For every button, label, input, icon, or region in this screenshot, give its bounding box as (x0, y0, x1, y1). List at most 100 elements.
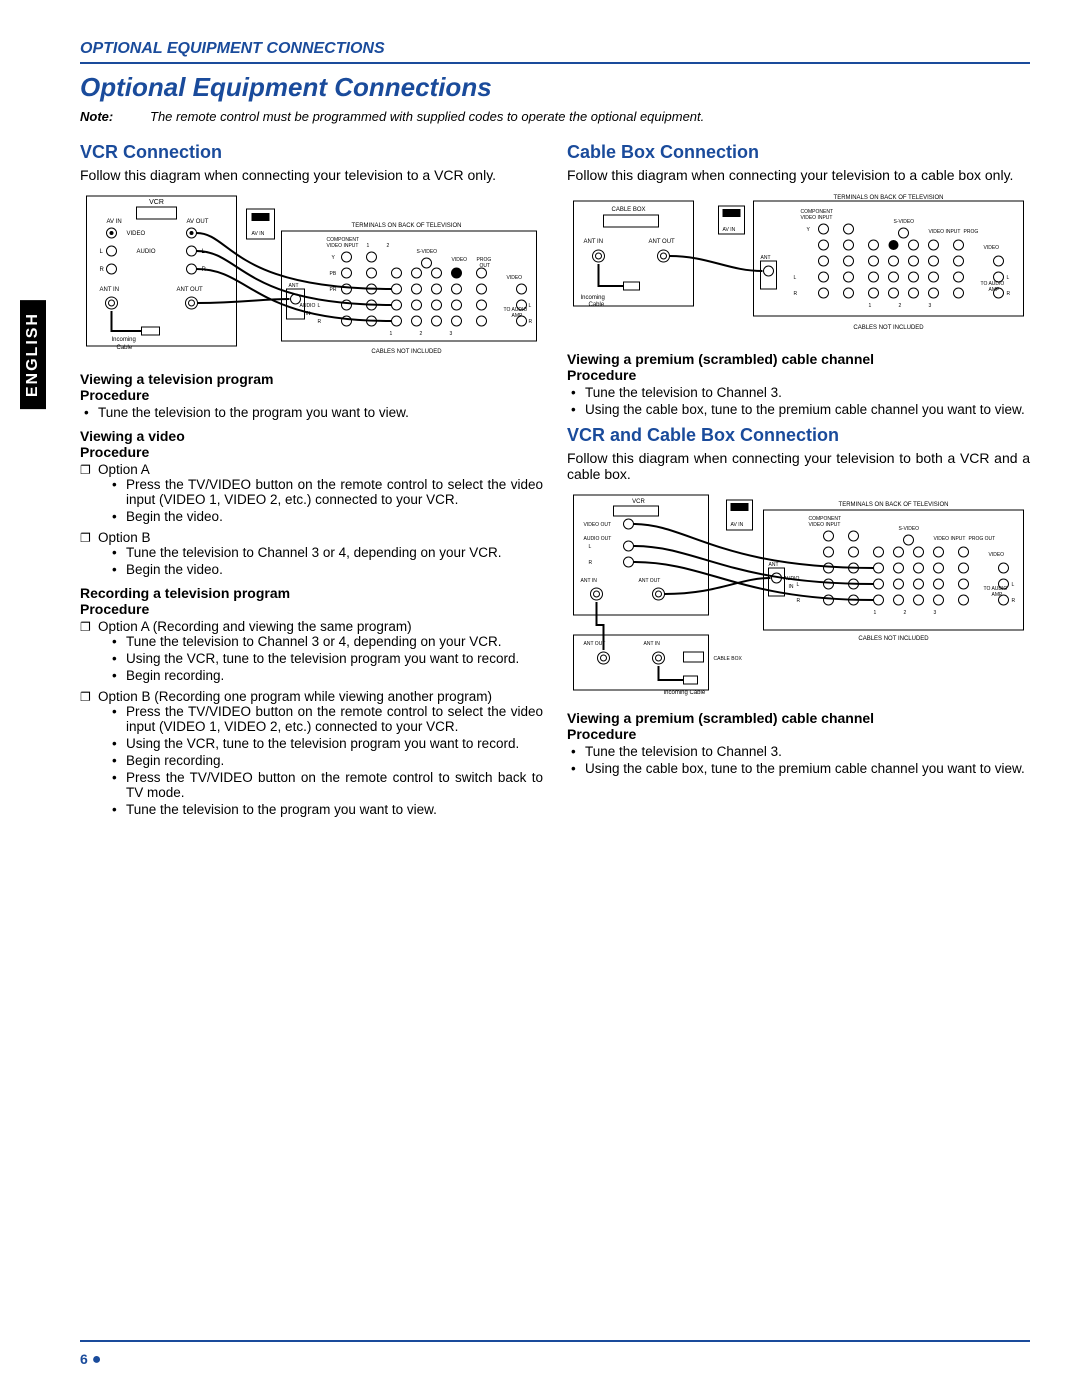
proc-label: Procedure (80, 601, 543, 617)
page-title: Optional Equipment Connections (80, 72, 1030, 103)
svg-text:AV OUT: AV OUT (187, 219, 209, 225)
svg-text:Y: Y (332, 255, 336, 261)
svg-text:AV IN: AV IN (731, 522, 744, 528)
svg-text:AV IN: AV IN (723, 227, 736, 233)
svg-text:PR: PR (330, 287, 337, 293)
svg-text:Incoming: Incoming (581, 295, 605, 301)
proc-label: Procedure (80, 444, 543, 460)
svg-text:R: R (318, 319, 322, 325)
svg-text:ANT OUT: ANT OUT (177, 287, 204, 293)
svg-text:Incoming: Incoming (112, 337, 136, 343)
svg-text:VIDEO: VIDEO (127, 231, 146, 237)
svg-text:L: L (1012, 582, 1015, 588)
svg-text:2: 2 (899, 303, 902, 309)
svg-text:TERMINALS ON BACK OF TELEVISIO: TERMINALS ON BACK OF TELEVISION (834, 195, 944, 201)
svg-text:Incoming Cable: Incoming Cable (664, 690, 706, 696)
svg-text:ANT OUT: ANT OUT (639, 578, 661, 584)
svg-text:CABLES NOT INCLUDED: CABLES NOT INCLUDED (858, 636, 929, 642)
svg-text:L: L (794, 275, 797, 281)
svg-text:L: L (318, 303, 321, 309)
step: Begin the video. (126, 509, 543, 524)
svg-text:R: R (529, 319, 533, 325)
svg-text:R: R (797, 598, 801, 604)
note-text: The remote control must be programmed wi… (150, 109, 704, 124)
lbl-vcr: VCR (149, 199, 164, 206)
svg-text:AV IN: AV IN (252, 231, 265, 237)
note-block: Note: The remote control must be program… (80, 109, 1030, 124)
svg-text:L: L (529, 303, 532, 309)
step: Begin recording. (126, 753, 543, 768)
left-column: VCR Connection Follow this diagram when … (80, 134, 543, 823)
vcr-cable-diagram: VCR VIDEO OUT L AUDIO OUT R ANT IN ANT O… (567, 490, 1030, 700)
section-cablebox-title: Cable Box Connection (567, 142, 1030, 163)
step: Tune the television to the program you w… (126, 802, 543, 817)
svg-text:VIDEO INPUT: VIDEO INPUT (801, 215, 833, 221)
step: Tune the television to Channel 3. (585, 744, 1030, 759)
step: Using the cable box, tune to the premium… (585, 402, 1030, 417)
svg-text:3: 3 (450, 331, 453, 337)
h-viewing-tv: Viewing a television program (80, 371, 543, 387)
page-number: 6 ● (80, 1351, 101, 1369)
svg-text:1: 1 (874, 610, 877, 616)
svg-text:ANT: ANT (769, 562, 779, 568)
svg-text:PB: PB (330, 271, 337, 277)
option-b: Option B Tune the television to Channel … (98, 530, 543, 577)
svg-text:Cable: Cable (589, 302, 605, 308)
svg-text:1: 1 (367, 243, 370, 249)
svg-text:VIDEO INPUT: VIDEO INPUT (929, 229, 961, 235)
step: Press the TV/VIDEO button on the remote … (126, 704, 543, 734)
step: Press the TV/VIDEO button on the remote … (126, 477, 543, 507)
proc-label: Procedure (567, 367, 1030, 383)
svg-text:S-VIDEO: S-VIDEO (417, 249, 438, 255)
running-header: OPTIONAL EQUIPMENT CONNECTIONS (80, 40, 1030, 64)
svg-text:VIDEO INPUT: VIDEO INPUT (934, 536, 966, 542)
svg-text:VIDEO OUT: VIDEO OUT (584, 522, 612, 528)
svg-text:L: L (589, 544, 592, 550)
proc-label: Procedure (80, 387, 543, 403)
vcr-intro: Follow this diagram when connecting your… (80, 167, 543, 183)
svg-text:VIDEO: VIDEO (452, 257, 468, 263)
cablebox-intro: Follow this diagram when connecting your… (567, 167, 1030, 183)
svg-text:L: L (100, 249, 104, 255)
svg-text:ANT: ANT (289, 283, 299, 289)
language-tab: ENGLISH (20, 300, 46, 409)
section-vcr-title: VCR Connection (80, 142, 543, 163)
svg-text:VIDEO INPUT: VIDEO INPUT (809, 522, 841, 528)
svg-text:VCR: VCR (632, 499, 645, 505)
svg-text:S-VIDEO: S-VIDEO (894, 219, 915, 225)
svg-text:VIDEO INPUT: VIDEO INPUT (327, 243, 359, 249)
svg-text:2: 2 (387, 243, 390, 249)
svg-text:ANT OUT: ANT OUT (584, 641, 606, 647)
svg-text:AMP: AMP (989, 287, 1001, 293)
vcr-cable-intro: Follow this diagram when connecting your… (567, 450, 1030, 482)
step: Using the cable box, tune to the premium… (585, 761, 1030, 776)
h-viewing-video: Viewing a video (80, 428, 543, 444)
option-b-rec: Option B (Recording one program while vi… (98, 689, 543, 817)
svg-text:PROG OUT: PROG OUT (969, 536, 996, 542)
svg-text:CABLE BOX: CABLE BOX (714, 656, 743, 662)
svg-text:ANT IN: ANT IN (581, 578, 598, 584)
svg-text:1: 1 (390, 331, 393, 337)
option-a-rec: Option A (Recording and viewing the same… (98, 619, 543, 683)
svg-text:Y: Y (807, 227, 811, 233)
step: Tune the television to Channel 3 or 4, d… (126, 545, 543, 560)
footer-rule (80, 1340, 1030, 1342)
svg-text:3: 3 (929, 303, 932, 309)
svg-text:1: 1 (869, 303, 872, 309)
h-premium-1: Viewing a premium (scrambled) cable chan… (567, 351, 1030, 367)
svg-text:ANT: ANT (761, 255, 771, 261)
svg-text:Cable: Cable (117, 345, 133, 351)
svg-text:R: R (1012, 598, 1016, 604)
svg-text:ANT IN: ANT IN (100, 287, 120, 293)
svg-text:R: R (100, 267, 105, 273)
h-recording: Recording a television program (80, 585, 543, 601)
svg-text:L: L (797, 582, 800, 588)
right-column: Cable Box Connection Follow this diagram… (567, 134, 1030, 823)
svg-text:VIDEO: VIDEO (984, 245, 1000, 251)
step: Press the TV/VIDEO button on the remote … (126, 770, 543, 800)
svg-text:CABLES NOT INCLUDED: CABLES NOT INCLUDED (853, 325, 924, 331)
step: Tune the television to Channel 3. (585, 385, 1030, 400)
svg-text:R: R (1007, 291, 1011, 297)
svg-text:AV IN: AV IN (107, 219, 122, 225)
h-premium-2: Viewing a premium (scrambled) cable chan… (567, 710, 1030, 726)
